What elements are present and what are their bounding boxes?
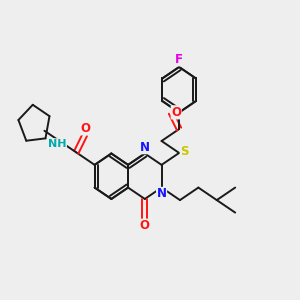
- Text: NH: NH: [48, 139, 66, 149]
- Text: O: O: [171, 106, 181, 119]
- Text: S: S: [180, 146, 189, 158]
- Text: N: N: [140, 141, 150, 154]
- Text: F: F: [175, 53, 183, 66]
- Text: O: O: [80, 122, 90, 135]
- Text: N: N: [157, 188, 166, 200]
- Text: O: O: [140, 219, 150, 232]
